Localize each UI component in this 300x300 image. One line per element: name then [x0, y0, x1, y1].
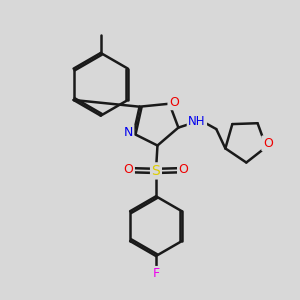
Text: N: N [124, 126, 133, 139]
Text: O: O [263, 137, 273, 150]
Text: NH: NH [188, 115, 206, 128]
Text: S: S [152, 164, 160, 178]
Text: O: O [124, 163, 134, 176]
Text: O: O [178, 163, 188, 176]
Text: F: F [152, 267, 160, 280]
Text: O: O [169, 96, 179, 109]
